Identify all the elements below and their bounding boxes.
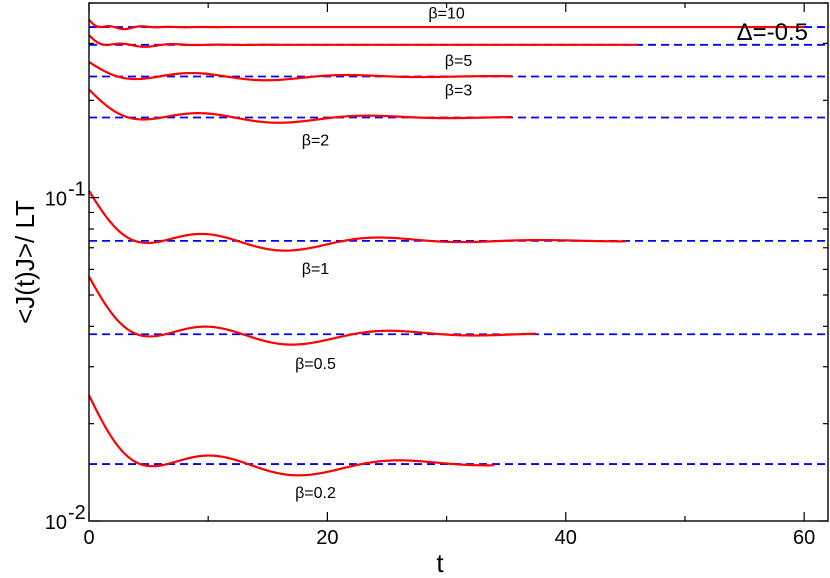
series-curve-4 xyxy=(88,190,626,252)
y-axis-label: <J(t)J>/ LT xyxy=(10,200,40,324)
y-tick-exponent-1: -1 xyxy=(68,179,86,201)
y-tick-label-1: 10 xyxy=(45,189,67,211)
series-label-5: β=0.5 xyxy=(295,356,336,373)
delta-annotation: Δ=-0.5 xyxy=(737,19,808,46)
x-tick-label-2: 40 xyxy=(555,527,577,549)
series-curve-5 xyxy=(88,276,537,346)
series-label-2: β=3 xyxy=(445,83,473,100)
x-axis-ticks: 0 20 40 60 xyxy=(83,3,815,549)
series-curve-3 xyxy=(88,88,513,124)
x-axis-label: t xyxy=(436,548,444,578)
series-label-6: β=0.2 xyxy=(295,485,336,502)
curves-layer xyxy=(88,19,828,477)
series-curve-6 xyxy=(88,394,495,477)
series-label-4: β=1 xyxy=(302,261,330,278)
series-label-0: β=10 xyxy=(428,6,464,23)
y-axis-ticks: 10-210-1 xyxy=(45,2,828,534)
series-curve-1 xyxy=(88,34,638,48)
series-curve-2 xyxy=(88,60,513,82)
curve-labels-layer: β=10 β=5 β=3 β=2 β=1 β=0.5 β=0.2 xyxy=(295,6,472,502)
series-label-1: β=5 xyxy=(445,53,473,70)
series-curve-0 xyxy=(88,19,805,31)
series-label-3: β=2 xyxy=(302,132,330,149)
x-tick-label-1: 20 xyxy=(316,527,338,549)
y-tick-exponent-0: -2 xyxy=(68,502,86,524)
x-tick-label-3: 60 xyxy=(793,527,815,549)
x-tick-label-0: 0 xyxy=(83,527,94,549)
plot-frame xyxy=(88,2,829,522)
y-tick-label-0: 10 xyxy=(45,512,67,534)
